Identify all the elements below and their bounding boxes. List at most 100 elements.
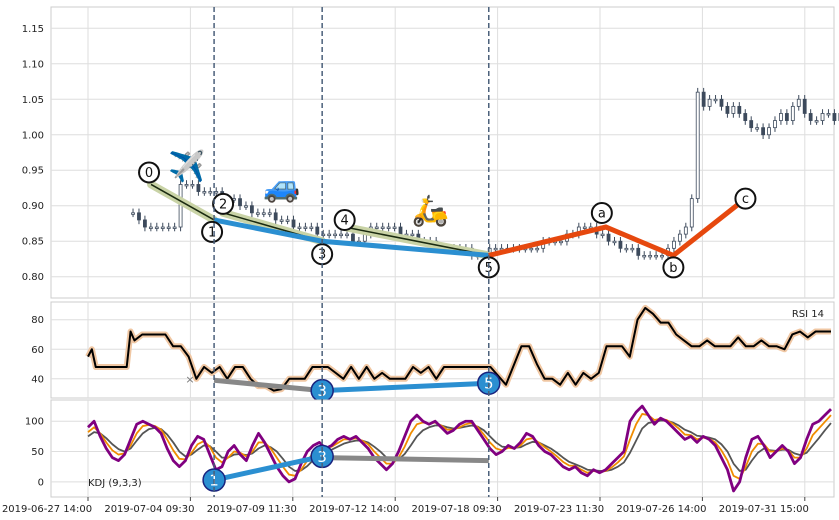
candle-body xyxy=(154,226,159,229)
candle-body xyxy=(131,212,135,215)
y-tick-label: 80 xyxy=(31,315,44,326)
wave-point-label: 2 xyxy=(219,197,227,212)
candle-body xyxy=(190,184,195,187)
rsi-line xyxy=(87,306,831,392)
candle-body xyxy=(749,120,754,129)
candle-body xyxy=(713,98,718,102)
wave-point-marker xyxy=(662,256,685,279)
candle-body xyxy=(773,120,777,129)
candle-body xyxy=(279,219,284,222)
x-tick-label: 2019-07-23 11:30 xyxy=(514,504,604,515)
candle-body xyxy=(683,226,688,235)
wave-point-marker xyxy=(734,187,757,210)
panel-frame xyxy=(50,301,835,399)
y-tick-label: 100 xyxy=(25,417,44,428)
candle-body xyxy=(493,247,498,251)
candle-body xyxy=(606,233,611,242)
candle-body xyxy=(731,105,736,114)
kdj-divergence-segment xyxy=(213,453,323,483)
candle-body xyxy=(642,255,647,258)
y-tick-label: 1.10 xyxy=(22,59,44,70)
candle-body xyxy=(725,105,730,114)
candle-body xyxy=(398,226,403,235)
candle-body xyxy=(535,247,540,251)
candle-body xyxy=(612,240,617,244)
wave-point-label: a xyxy=(598,207,606,222)
candle-body xyxy=(624,247,629,251)
candle-body xyxy=(559,240,563,244)
y-tick-label: 1.05 xyxy=(22,95,44,106)
x-tick-label: 2019-07-12 14:00 xyxy=(309,504,399,515)
candle-body xyxy=(755,127,760,130)
candle-body xyxy=(351,233,355,242)
x-tick-label: 2019-06-27 14:00 xyxy=(2,504,92,515)
kdj-panel: 05010013KDJ (9,3,3) xyxy=(25,399,835,498)
wave-point-marker xyxy=(590,202,613,225)
candle-body xyxy=(166,226,171,229)
candle-body xyxy=(285,219,290,222)
candle-body xyxy=(291,219,296,228)
candle-body xyxy=(630,247,635,251)
wave-point-label: 5 xyxy=(485,261,493,276)
candle-body xyxy=(250,205,254,214)
airplane-icon: ✈️ xyxy=(168,148,205,185)
candle-body xyxy=(826,113,831,116)
candle-body xyxy=(672,240,676,249)
wave-point-marker xyxy=(138,161,161,184)
rsi-divergence-segment xyxy=(213,377,323,394)
candle-body xyxy=(267,212,272,215)
wave-point-marker xyxy=(201,220,224,243)
candle-body xyxy=(327,233,332,237)
candle-body xyxy=(392,226,397,229)
y-tick-label: 0 xyxy=(38,477,44,488)
candle-body xyxy=(374,226,379,229)
candle-body xyxy=(309,226,314,229)
price-panel: 0.800.850.900.951.001.051.101.15012345ab… xyxy=(22,6,839,299)
candle-body xyxy=(380,226,385,229)
y-tick-label: 40 xyxy=(31,374,44,385)
candle-body xyxy=(184,184,189,187)
candle-body xyxy=(737,105,742,114)
candle-body xyxy=(808,113,813,121)
candle-body xyxy=(137,212,141,221)
candle-body xyxy=(255,212,260,215)
corrective-wave-line xyxy=(488,196,747,259)
candle-body xyxy=(743,113,748,121)
candle-body xyxy=(660,255,664,258)
candle-body xyxy=(339,233,343,237)
y-tick-label: 60 xyxy=(31,345,44,356)
candle-body xyxy=(689,198,694,228)
candle-body xyxy=(345,233,349,237)
kdj-series-line xyxy=(87,404,832,493)
y-tick-label: 1.15 xyxy=(22,24,44,35)
candle-body xyxy=(648,255,653,258)
candle-body xyxy=(779,113,783,121)
candle-body xyxy=(582,226,587,229)
candle-body xyxy=(814,120,819,123)
candle-body xyxy=(202,191,207,194)
wave-trend-line xyxy=(344,226,489,257)
wave-point-label: b xyxy=(669,261,677,276)
candle-body xyxy=(160,226,165,229)
candle-body xyxy=(790,105,795,121)
candle-body xyxy=(273,212,278,221)
y-tick-label: 1.00 xyxy=(22,130,44,141)
candle-body xyxy=(196,184,201,192)
candle-body xyxy=(618,240,623,249)
candle-body xyxy=(386,226,391,229)
wave-point-marker xyxy=(333,209,356,232)
x-tick-label: 2019-07-26 14:00 xyxy=(616,504,706,515)
candle-body xyxy=(214,191,219,194)
candle-body xyxy=(333,233,338,237)
y-tick-label: 50 xyxy=(31,447,44,458)
y-tick-label: 0.90 xyxy=(22,201,44,212)
rsi-x-marker: × xyxy=(185,373,194,386)
x-tick-label: 2019-07-31 15:00 xyxy=(719,504,809,515)
candle-body xyxy=(677,233,682,242)
x-tick-label: 2019-07-18 09:30 xyxy=(412,504,502,515)
candle-body xyxy=(707,98,712,107)
y-tick-label: 0.95 xyxy=(22,166,44,177)
x-axis: 2019-06-27 14:00 2019-07-04 09:30 2019-07-… xyxy=(2,7,809,515)
candle-body xyxy=(820,113,825,121)
